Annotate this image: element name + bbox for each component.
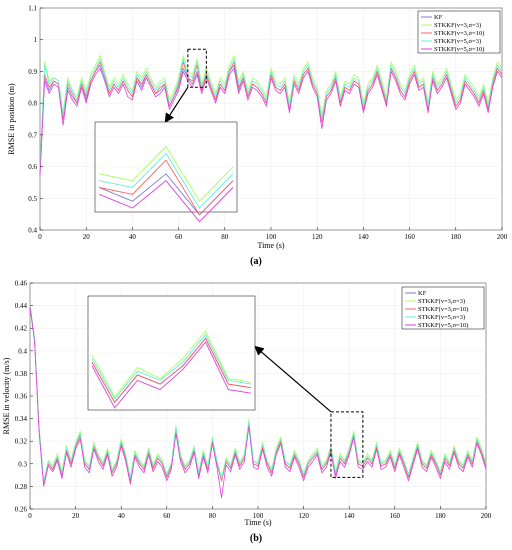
- legend-entry: KF: [434, 14, 443, 21]
- inset-series-line-3: [91, 333, 252, 400]
- y-tick-label: 1.1: [28, 5, 37, 13]
- legend-entry: STKKF(v=5,σ=3): [418, 314, 465, 321]
- x-tick-label: 40: [118, 512, 126, 520]
- x-tick-label: 180: [451, 233, 462, 241]
- inset-series-line-3: [98, 152, 234, 209]
- x-tick-label: 60: [175, 233, 183, 241]
- legend-box: [401, 286, 485, 330]
- series-line-2: [29, 305, 487, 485]
- series-line-2: [39, 61, 503, 173]
- x-ticks-a: 0 20 40 60 80 100 120 140 160 180 200: [38, 227, 508, 241]
- zoom-arrow-b: [254, 345, 332, 413]
- panel-label-a: (a): [250, 256, 262, 267]
- y-tick-label: 0.7: [28, 131, 37, 139]
- x-tick-label: 120: [298, 512, 309, 520]
- x-tick-label: 200: [497, 233, 508, 241]
- zoom-inset-b: [87, 295, 256, 411]
- x-tick-label: 200: [481, 512, 492, 520]
- y-tick-label: 0.46: [15, 280, 28, 288]
- x-tick-label: 100: [253, 512, 264, 520]
- x-tick-label: 80: [209, 512, 217, 520]
- y-tick-label: 0.44: [15, 302, 28, 310]
- x-tick-label: 20: [83, 233, 91, 241]
- y-axis-label-b: RMSE in velocity (m/s): [2, 357, 11, 434]
- y-ticks-b: 0.26 0.28 0.3 0.32 0.34 0.36 0.38 0.4 0.42 0.44 0.…: [15, 280, 33, 514]
- x-tick-label: 120: [312, 233, 323, 241]
- series-line-3: [29, 305, 487, 483]
- y-tick-label: 0.38: [15, 370, 28, 378]
- x-tick-label: 140: [344, 512, 355, 520]
- panel-label-b: (b): [250, 533, 262, 544]
- x-tick-label: 180: [435, 512, 446, 520]
- inset-series-line-4: [98, 180, 234, 223]
- x-tick-label: 140: [358, 233, 369, 241]
- y-tick-label: 0.28: [15, 483, 28, 491]
- y-tick-label: 0.42: [15, 325, 28, 333]
- x-axis-label-a: Time (s): [257, 241, 284, 250]
- y-ticks-a: 0.4 0.5 0.6 0.7 0.8 0.9 1 1.1: [28, 5, 43, 235]
- series-line-4: [39, 67, 503, 177]
- legend-box: [417, 10, 501, 54]
- inset-series-line-2: [98, 159, 234, 216]
- x-ticks-b: 0 20 40 60 80 100 120 140 160 180 200: [28, 506, 492, 520]
- inset-series-line-4: [91, 341, 252, 409]
- legend-entry: STKKF(v=3,σ=3): [434, 22, 481, 29]
- y-tick-label: 0.36: [15, 393, 28, 401]
- y-tick-label: 0.32: [15, 438, 28, 446]
- legend-entry: STKKF(v=5,σ=10): [418, 322, 468, 329]
- series-line-3: [39, 58, 503, 170]
- y-tick-label: 0.34: [15, 415, 28, 423]
- zoom-box-b: [330, 411, 364, 478]
- zoom-arrow-a: [164, 86, 189, 124]
- x-tick-label: 160: [390, 512, 401, 520]
- legend-entry: STKKF(v=3,σ=10): [418, 306, 468, 313]
- y-tick-label: 0.8: [28, 100, 37, 108]
- x-tick-label: 20: [72, 512, 80, 520]
- series-line-4: [29, 306, 487, 499]
- y-tick-label: 0.6: [28, 163, 37, 171]
- inset-series-line-1: [98, 145, 234, 202]
- legend-entry: STKKF(v=3,σ=3): [418, 298, 465, 305]
- series-line-1: [39, 55, 503, 170]
- x-tick-label: 0: [38, 233, 42, 241]
- y-tick-label: 1: [34, 36, 38, 44]
- inset-series-line-2: [91, 337, 252, 404]
- y-tick-label: 0.4: [28, 227, 37, 235]
- zoom-inset-a: [94, 121, 238, 223]
- x-tick-label: 100: [266, 233, 277, 241]
- legend-b: KFSTKKF(v=3,σ=3)STKKF(v=3,σ=10)STKKF(v=5…: [401, 286, 485, 330]
- y-tick-label: 0.3: [18, 460, 27, 468]
- y-tick-label: 0.26: [15, 506, 28, 514]
- chart-a: 0 20 40 60 80 100 120 140 160 180 200 0.4 0.5 0.6 0.7…: [7, 5, 508, 268]
- y-axis-label-a: RMSE in position (m): [7, 83, 16, 155]
- series-group-a: [39, 55, 503, 177]
- legend-entry: STKKF(v=5,σ=3): [434, 38, 481, 45]
- legend-entry: STKKF(v=5,σ=10): [434, 46, 484, 53]
- chart-b: 0 20 40 60 80 100 120 140 160 180 200 0.260.280.30…: [2, 280, 492, 545]
- series-group-b: [29, 304, 487, 499]
- legend-entry: KF: [418, 290, 427, 297]
- inset-series-line-1: [91, 330, 252, 398]
- x-tick-label: 0: [28, 512, 32, 520]
- x-tick-label: 160: [404, 233, 415, 241]
- x-axis-label-b: Time (s): [244, 518, 271, 527]
- legend-entry: STKKF(v=3,σ=10): [434, 30, 484, 37]
- y-tick-label: 0.5: [28, 195, 37, 203]
- x-tick-label: 60: [163, 512, 171, 520]
- zoom-box-a: [187, 48, 207, 88]
- y-tick-label: 0.9: [28, 68, 37, 76]
- y-tick-label: 0.4: [18, 347, 27, 355]
- x-tick-label: 40: [129, 233, 137, 241]
- x-tick-label: 80: [221, 233, 229, 241]
- legend-a: KFSTKKF(v=3,σ=3)STKKF(v=3,σ=10)STKKF(v=5…: [417, 10, 501, 54]
